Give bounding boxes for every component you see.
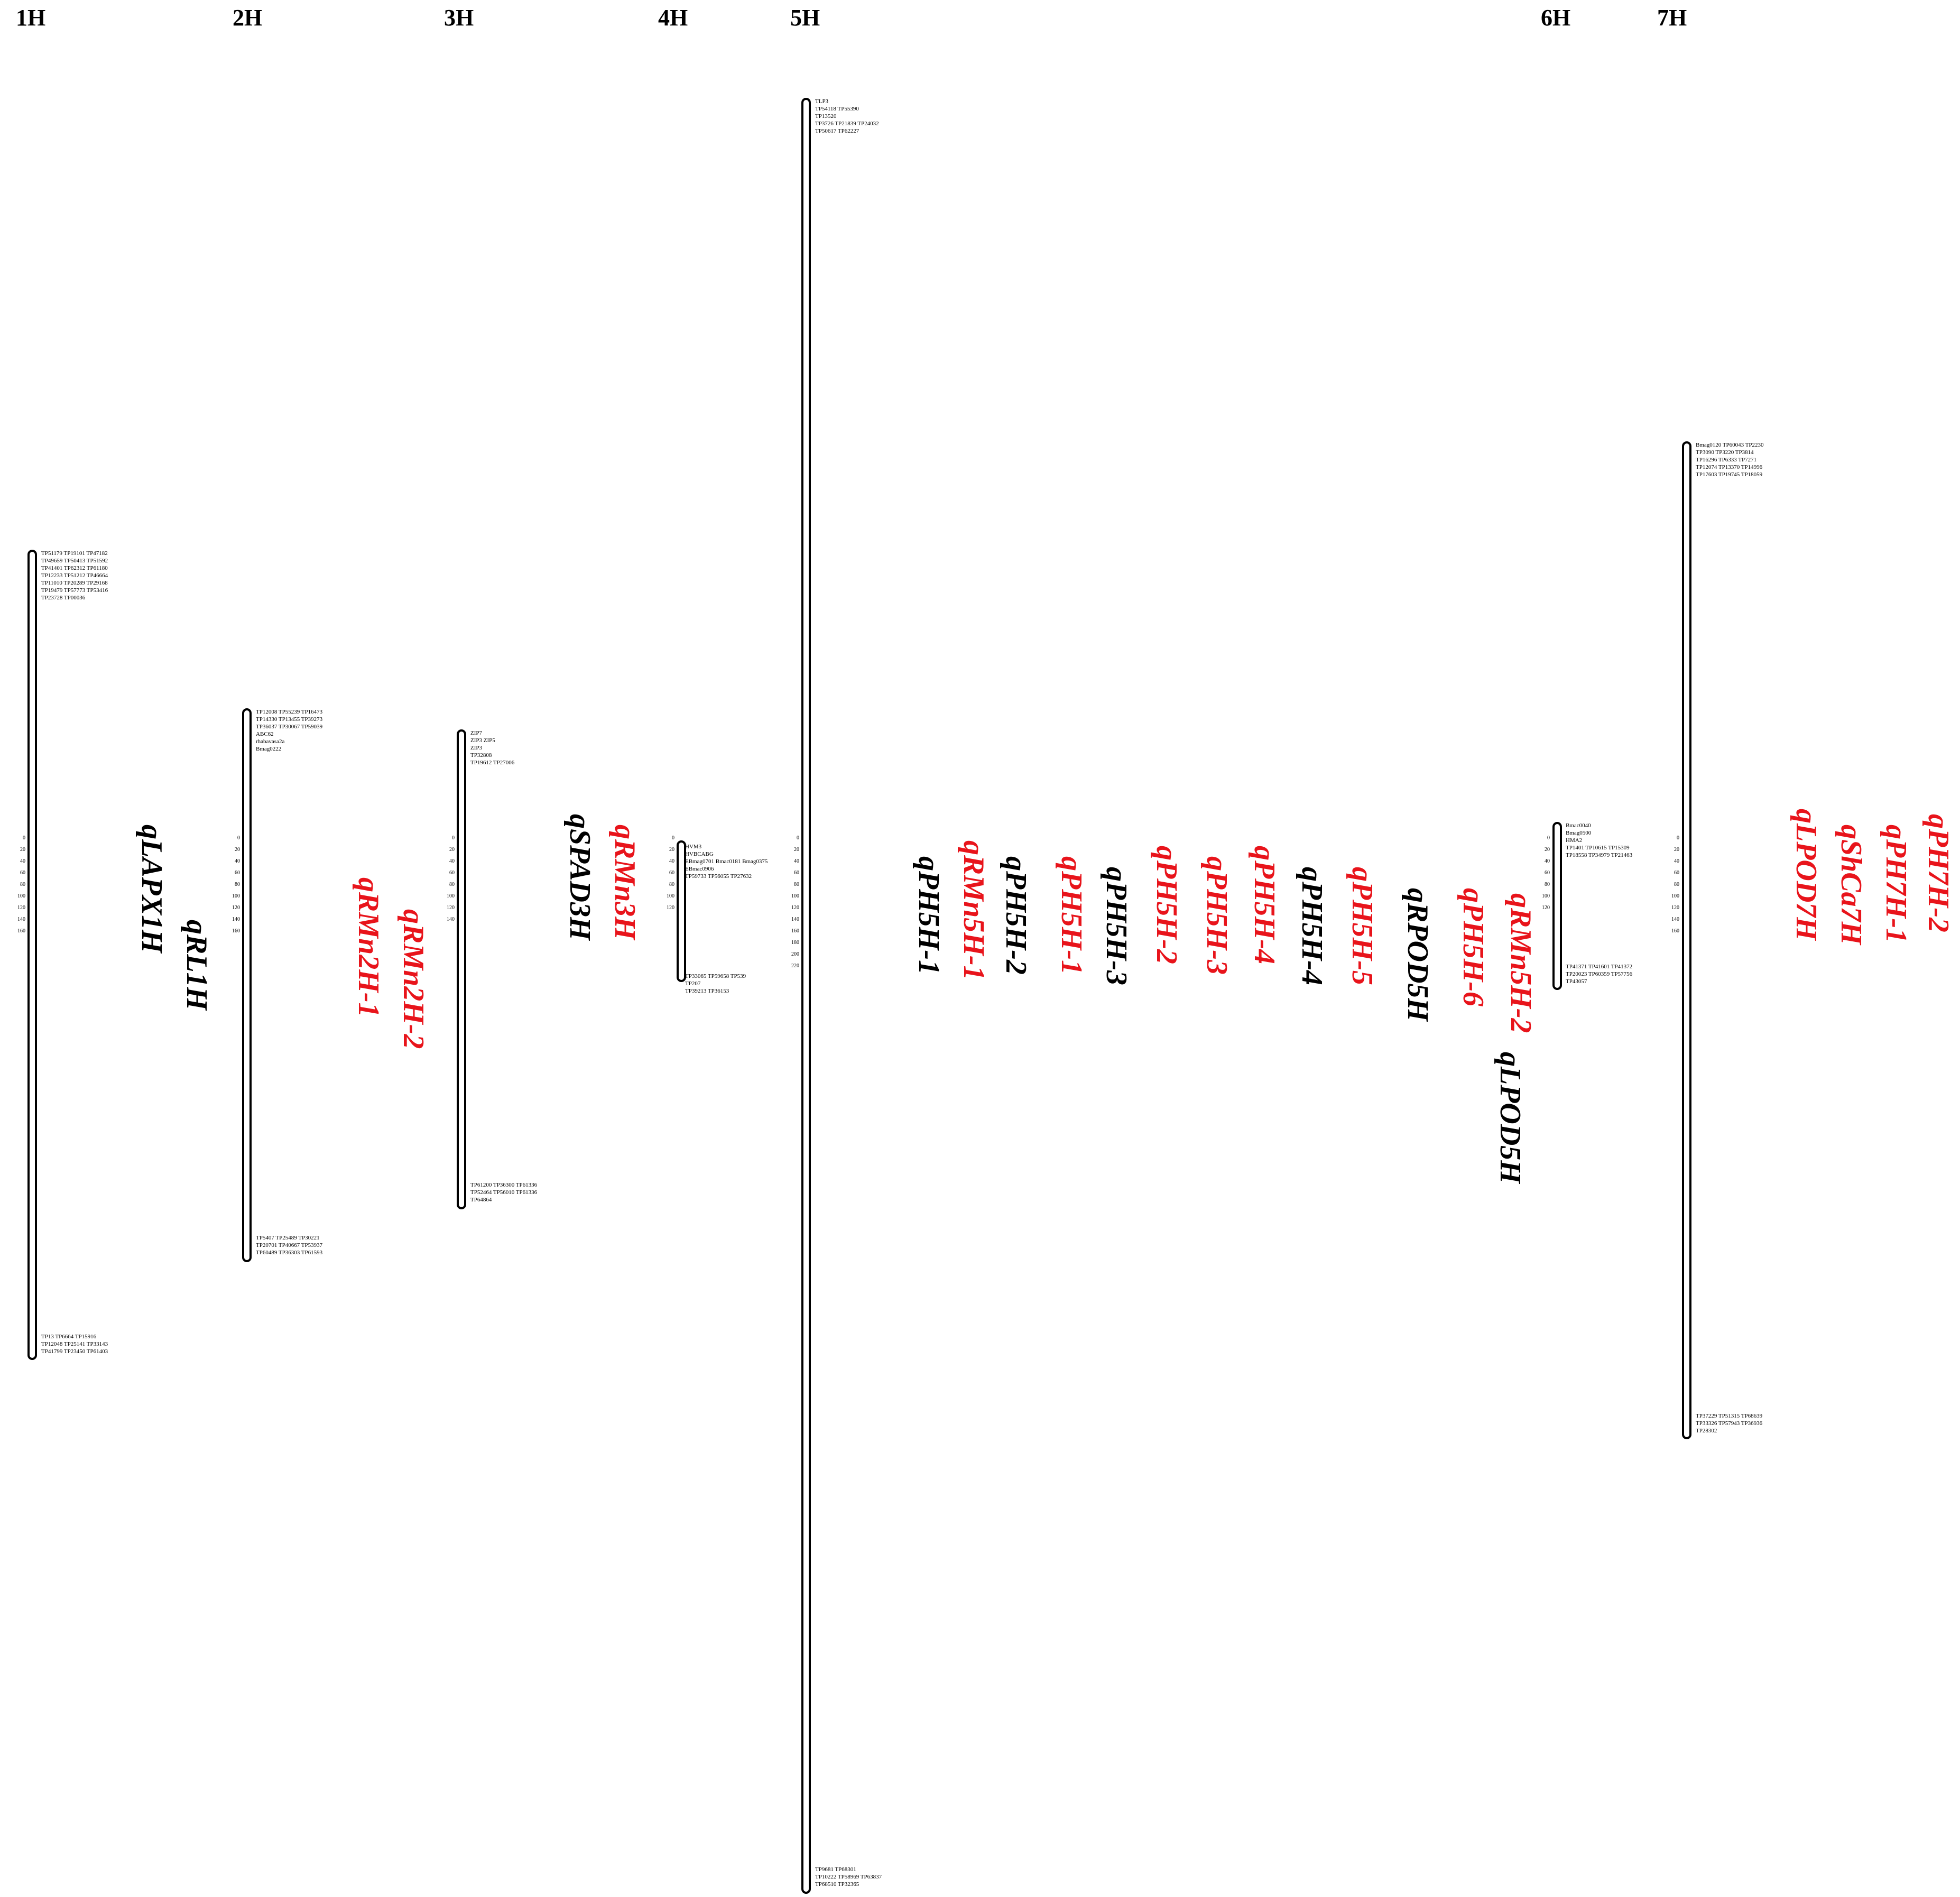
qtl-label: qRPOD5H: [1401, 888, 1434, 1021]
marker-list-2H-bottom: TP5407 TP25489 TP30221 TP20701 TP40667 TP…: [256, 1235, 323, 1256]
marker-list-4H-bottom: TP33065 TP59658 TP539 TP207 TP39213 TP3615…: [685, 973, 746, 994]
chromosome-bar-2H: [242, 708, 252, 1262]
marker-list-3H-top: ZIP7 ZIP3 ZIP5 ZIP3 TP32808 TP19612 TP27006: [470, 730, 515, 766]
scale-7H: 0 20 40 60 80 100 120 140 160: [1671, 835, 1679, 934]
marker-list-7H-bottom: TP37229 TP51315 TP68639 TP33326 TP57943 T…: [1696, 1413, 1763, 1434]
chromosome-bar-1H: [27, 550, 37, 1360]
qtl-label: qLPOD5H: [1494, 1052, 1527, 1183]
qtl-label: qPH5H-4: [1296, 867, 1328, 985]
qtl-label: qPH5H-1: [1055, 856, 1088, 975]
chromosome-bar-5H: [801, 98, 811, 1894]
qtl-label: qPH5H-5: [1346, 867, 1379, 985]
chromosome-label-2H: 2H: [233, 5, 263, 31]
qtl-label: qRMn3H: [608, 825, 641, 940]
qtl-label: qPH5H-3: [1100, 867, 1133, 985]
chromosome-bar-6H: [1552, 822, 1562, 990]
chromosome-bar-3H: [457, 729, 466, 1209]
chromosome-label-6H: 6H: [1541, 5, 1571, 31]
chromosome-label-3H: 3H: [444, 5, 474, 31]
marker-list-5H-bottom: TP9681 TP68301 TP10222 TP58969 TP63837 TP6…: [815, 1866, 882, 1887]
qtl-label: qShCa7H: [1835, 825, 1867, 945]
qtl-label: qLPOD7H: [1790, 809, 1823, 940]
marker-list-1H-bottom: TP13 TP6664 TP15916 TP12048 TP25141 TP331…: [41, 1334, 108, 1355]
marker-list-7H-top: Bmag0120 TP60043 TP2230 TP3090 TP3220 TP3…: [1696, 442, 1764, 478]
scale-1H: 0 20 40 60 80 100 120 140 160: [17, 835, 25, 934]
marker-list-6H-bottom: TP41371 TP41601 TP41372 TP20023 TP60359 T…: [1566, 964, 1633, 985]
marker-list-2H-top: TP12008 TP55239 TP16473 TP14330 TP13455 T…: [256, 709, 323, 752]
scale-3H: 0 20 40 60 80 100 120 140: [447, 835, 455, 922]
scale-4H: 0 20 40 60 80 100 120: [667, 835, 674, 911]
scale-6H: 0 20 40 60 80 100 120: [1542, 835, 1550, 911]
qtl-label: qRMn2H-1: [352, 877, 385, 1017]
chromosome-bar-7H: [1682, 441, 1691, 1439]
marker-list-3H-bottom: TP61200 TP36300 TP61336 TP52464 TP56010 T…: [470, 1182, 538, 1203]
qtl-label: qRMn5H-1: [957, 840, 990, 980]
qtl-label: qRMn2H-2: [397, 909, 430, 1049]
chromosome-bar-4H: [677, 840, 686, 982]
qtl-label: qSPAD3H: [563, 814, 596, 940]
qtl-label: qPH7H-2: [1922, 814, 1955, 932]
scale-5H: 0 20 40 60 80 100 120 140 160 180 200 220: [791, 835, 799, 969]
marker-list-6H-top: Bmac0040 Bmag0500 HMA2 TP1401 TP10615 TP153…: [1566, 822, 1633, 858]
chromosome-label-1H: 1H: [16, 5, 46, 31]
chromosome-label-7H: 7H: [1657, 5, 1687, 31]
chromosome-label-4H: 4H: [658, 5, 688, 31]
qtl-label: qPH5H-6: [1457, 888, 1490, 1006]
marker-list-5H-top: TLP3 TP54118 TP55390 TP13520 TP3726 TP21839…: [815, 98, 879, 134]
qtl-label: qPH5H-3: [1200, 856, 1233, 975]
marker-list-4H-top: HVM3 HVBCABG EBmag0701 Bmac0181 Bmag0375 EB…: [685, 844, 768, 880]
qtl-label: qRMn5H-2: [1504, 893, 1537, 1033]
qtl-label: qRL1H: [180, 920, 213, 1011]
scale-2H: 0 20 40 60 80 100 120 140 160: [232, 835, 240, 934]
qtl-label: qPH5H-4: [1248, 846, 1281, 964]
qtl-label: qPH5H-2: [1150, 846, 1183, 964]
marker-list-1H-top: TP51179 TP19101 TP47182 TP49659 TP50413 T…: [41, 550, 108, 601]
qtl-label: qLAPX1H: [135, 825, 168, 953]
qtl-label: qPH7H-1: [1880, 825, 1912, 943]
qtl-label: qPH5H-2: [1000, 856, 1032, 975]
chromosome-label-5H: 5H: [790, 5, 820, 31]
qtl-label: qPH5H-1: [912, 856, 945, 975]
